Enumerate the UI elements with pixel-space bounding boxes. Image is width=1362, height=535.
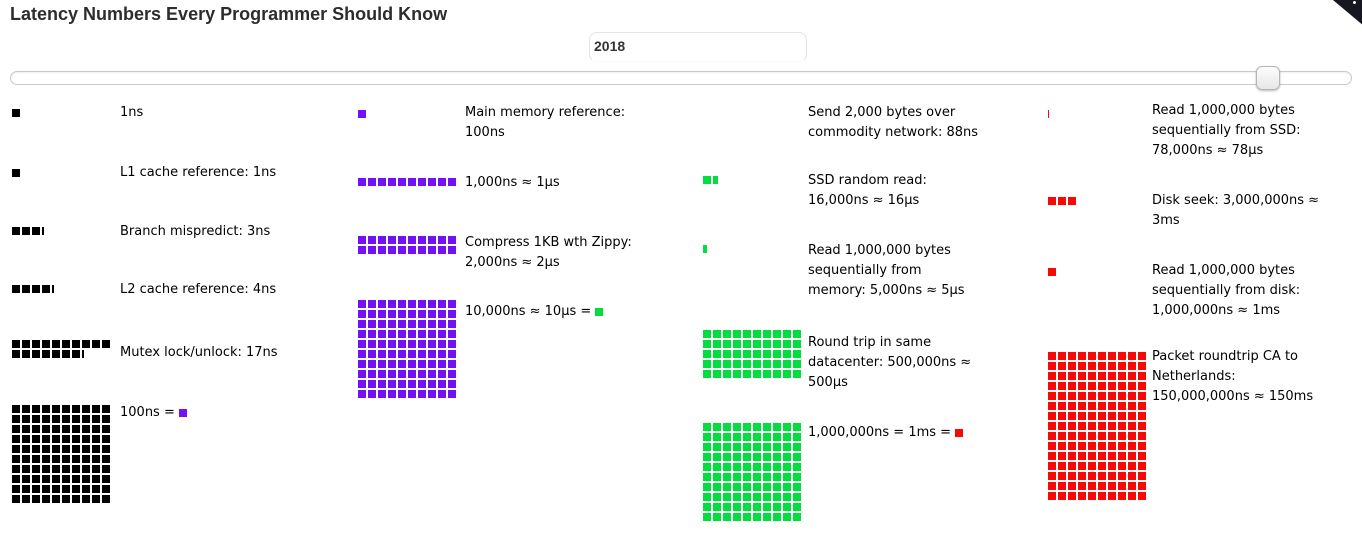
unit-squares [703, 330, 803, 380]
year-label: 2018 [594, 38, 626, 54]
latency-label: 1,000,000ns = 1ms = [808, 423, 964, 443]
latency-label: Send 2,000 bytes over commodity network:… [808, 105, 979, 140]
unit-squares [12, 227, 112, 237]
unit-squares [703, 245, 803, 255]
unit-squares [1048, 197, 1148, 207]
unit-squares [703, 423, 803, 523]
unit-squares [358, 110, 458, 120]
latency-label: Read 1,000,000 bytes sequentially from S… [1152, 103, 1301, 158]
unit-squares [358, 236, 458, 256]
latency-label: Read 1,000,000 bytes sequentially from m… [808, 243, 965, 298]
latency-label: 10,000ns ≈ 10μs = [465, 302, 604, 322]
latency-label-text: 1,000,000ns = 1ms = [808, 425, 956, 440]
latency-label: Compress 1KB wth Zippy: 2,000ns ≈ 2μs [465, 235, 632, 270]
unit-swatch [595, 308, 604, 316]
latency-label: 100ns = [120, 403, 187, 423]
unit-squares [1048, 268, 1148, 278]
unit-squares [703, 176, 803, 186]
unit-squares [12, 169, 112, 179]
unit-squares [12, 109, 112, 119]
latency-label: Disk seek: 3,000,000ns ≈ 3ms [1152, 193, 1320, 228]
cursor-highlight-dot [1353, 1, 1356, 4]
latency-label: Main memory reference: 100ns [465, 105, 626, 140]
latency-label: L1 cache reference: 1ns [120, 165, 277, 180]
year-slider-track[interactable] [10, 71, 1352, 85]
latency-label: Branch mispredict: 3ns [120, 224, 271, 239]
unit-squares [1048, 352, 1148, 502]
latency-label: Round trip in same datacenter: 500,000ns… [808, 335, 972, 390]
latency-label: 1ns [120, 105, 144, 120]
unit-squares [358, 178, 458, 188]
latency-label: 1,000ns ≈ 1μs [465, 175, 560, 190]
latency-label: Packet roundtrip CA to Netherlands: 150,… [1152, 349, 1314, 404]
latency-label: Mutex lock/unlock: 17ns [120, 345, 278, 360]
unit-squares [358, 300, 458, 400]
page-title: Latency Numbers Every Programmer Should … [10, 4, 448, 24]
latency-label: SSD random read: 16,000ns ≈ 16μs [808, 173, 927, 208]
latency-label-text: 10,000ns ≈ 10μs = [465, 304, 596, 319]
unit-squares [1048, 110, 1148, 120]
latency-label: Read 1,000,000 bytes sequentially from d… [1152, 263, 1301, 318]
unit-swatch [178, 409, 187, 417]
unit-squares [12, 340, 112, 360]
latency-label: L2 cache reference: 4ns [120, 282, 277, 297]
year-tooltip: 2018 [589, 32, 807, 62]
unit-squares [12, 405, 112, 505]
latency-label-text: 100ns = [120, 405, 179, 420]
unit-swatch [955, 429, 964, 437]
pointer-cursor-artifact [1323, 0, 1362, 26]
unit-squares [12, 285, 112, 295]
year-slider-thumb[interactable] [1256, 66, 1280, 90]
